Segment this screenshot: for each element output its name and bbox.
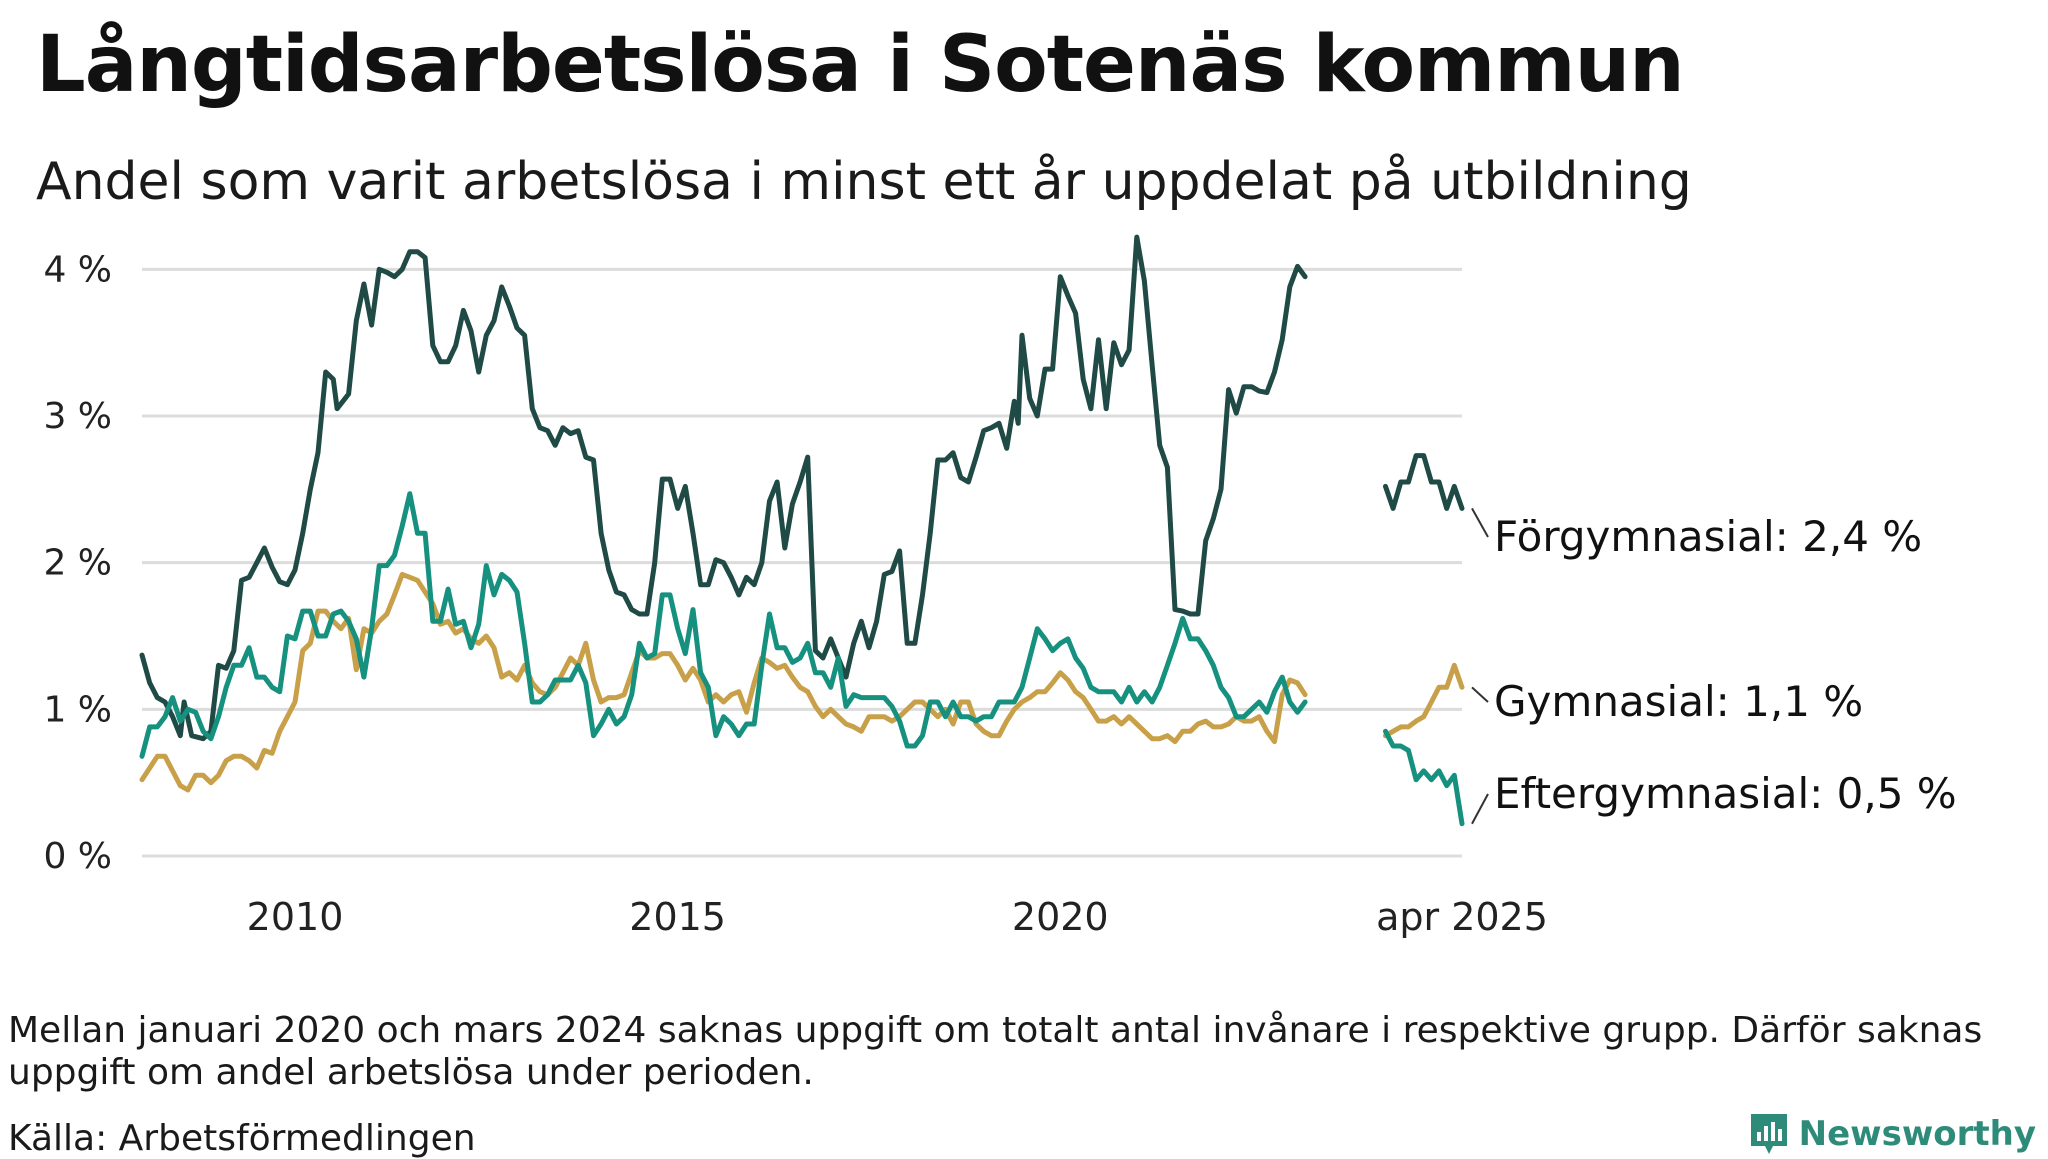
newsworthy-logo-icon (1750, 1114, 1787, 1154)
series-line-gymnasial (139, 571, 1308, 793)
label-leader (1471, 507, 1489, 538)
y-tick-label: 3 % (43, 396, 112, 437)
footnote: Mellan januari 2020 och mars 2024 saknas… (8, 1010, 1983, 1093)
x-tick-label: 2020 (1012, 895, 1109, 939)
series-line-eftergymnasial (1383, 728, 1465, 827)
x-tick-label: apr 2025 (1376, 895, 1548, 939)
series-line-förgymnasial (1383, 453, 1465, 511)
series-end-label: Förgymnasial: 2,4 % (1494, 512, 1922, 561)
x-axis-ticks: 2010 2015 2020 apr 2025 (247, 895, 1548, 939)
gridlines (142, 267, 1462, 858)
brand-logo[interactable]: Newsworthy (1749, 1112, 2036, 1156)
y-tick-label: 0 % (43, 836, 112, 877)
source-text: Källa: Arbetsförmedlingen (8, 1118, 476, 1159)
label-leader (1471, 686, 1489, 703)
chart-title: Långtidsarbetslösa i Sotenäs kommun (36, 20, 1685, 110)
brand-name: Newsworthy (1798, 1114, 2036, 1154)
series-lines (139, 234, 1465, 827)
x-tick-label: 2010 (247, 895, 344, 939)
series-end-labels: Förgymnasial: 2,4 % Gymnasial: 1,1 % Efter… (1471, 507, 1957, 825)
chart-subtitle: Andel som varit arbetslösa i minst ett å… (36, 152, 1692, 212)
y-axis-ticks: 0 % 1 % 2 % 3 % 4 % (43, 249, 112, 877)
y-tick-label: 4 % (43, 249, 112, 290)
series-end-label: Eftergymnasial: 0,5 % (1494, 769, 1957, 818)
x-tick-label: 2015 (629, 895, 726, 939)
series-line-gymnasial (1383, 662, 1465, 739)
label-leader (1471, 793, 1489, 825)
series-line-eftergymnasial (139, 491, 1308, 759)
y-tick-label: 2 % (43, 543, 112, 584)
series-line-förgymnasial (139, 234, 1308, 742)
line-chart: 0 % 1 % 2 % 3 % 4 % 2010 2015 2020 apr 2025 För… (43, 234, 1957, 939)
series-end-label: Gymnasial: 1,1 % (1494, 677, 1863, 726)
y-tick-label: 1 % (43, 689, 112, 730)
